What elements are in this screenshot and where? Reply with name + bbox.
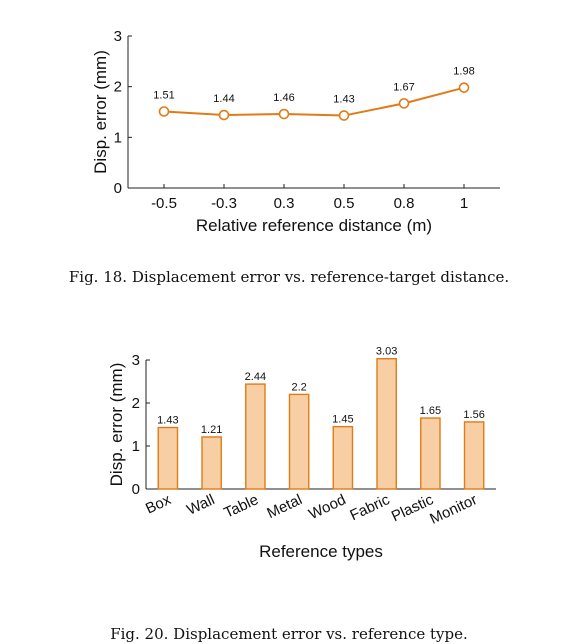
bar (376, 358, 397, 490)
data-label: 1.98 (453, 66, 474, 78)
data-label: 2.2 (291, 381, 306, 393)
y-tick-label: 3 (132, 352, 140, 369)
y-tick-label: 2 (114, 79, 122, 96)
line-chart: 0 1 2 3 -0.5 -0.3 0.3 0.5 0.8 1 1.51 1.44 1.46 1.43 1.… (91, 28, 500, 235)
x-tick-label: Monitor (427, 491, 480, 528)
x-tick-label: -0.3 (211, 195, 237, 212)
data-label: 1.44 (213, 93, 234, 105)
data-label: 2.44 (245, 371, 266, 383)
x-tick-label: Box (143, 491, 174, 518)
x-tick-label: 0.8 (394, 195, 415, 212)
data-point (458, 82, 470, 93)
data-label: 1.45 (332, 414, 353, 426)
x-tick-label: Wood (306, 491, 348, 523)
x-tick-label: Table (221, 491, 261, 522)
bar (157, 426, 179, 490)
data-point (398, 98, 410, 109)
data-point (158, 106, 170, 117)
y-tick-label: 0 (114, 180, 122, 197)
data-label: 1.51 (153, 89, 174, 101)
x-tick-label: -0.5 (151, 195, 177, 212)
bar (420, 417, 441, 490)
bar (201, 436, 222, 490)
data-label: 1.21 (201, 424, 222, 436)
x-tick-label: 1 (460, 195, 468, 212)
data-label: 1.65 (420, 405, 441, 417)
y-tick-label: 3 (114, 28, 122, 45)
y-axis-label: Disp. error (mm) (91, 50, 110, 174)
x-tick-label: Plastic (389, 491, 437, 525)
data-label: 1.46 (273, 92, 294, 104)
bar-chart: 0 1 2 3 1.43 Box 1.21 Wall 2.44 Table 2.2 Metal 1.45… (107, 346, 496, 561)
figure-caption: Fig. 20. Displacement error vs. referenc… (110, 625, 468, 643)
figure-caption: Fig. 18. Displacement error vs. referenc… (68, 268, 510, 286)
data-label: 1.56 (463, 409, 484, 421)
x-tick-label: Wall (184, 491, 217, 518)
y-tick-label: 1 (114, 129, 122, 146)
data-label: 1.43 (333, 94, 354, 106)
figure-20: 0 1 2 3 1.43 Box 1.21 Wall 2.44 Table 2.2 Metal 1.45… (0, 330, 578, 644)
figure-18: 0 1 2 3 -0.5 -0.3 0.3 0.5 0.8 1 1.51 1.44 1.46 1.43 1.… (0, 0, 578, 300)
bar (332, 425, 354, 490)
x-axis-label: Reference types (259, 542, 383, 561)
bar (288, 393, 310, 490)
data-label: 1.43 (157, 415, 178, 427)
data-label: 3.03 (376, 346, 397, 358)
bar (463, 421, 485, 490)
x-tick-label: Fabric (347, 491, 392, 524)
y-tick-label: 2 (132, 395, 140, 412)
y-axis-label: Disp. error (mm) (107, 363, 126, 487)
series-line (163, 86, 465, 117)
y-tick-label: 1 (132, 438, 140, 455)
x-tick-label: 0.3 (274, 195, 295, 212)
data-label: 1.67 (393, 81, 414, 93)
y-tick-label: 0 (132, 481, 140, 498)
x-tick-label: Metal (264, 491, 304, 522)
bar (245, 383, 266, 490)
data-point (278, 108, 290, 120)
data-point (338, 110, 350, 121)
data-point (218, 109, 230, 121)
x-axis-label: Relative reference distance (m) (196, 216, 432, 235)
x-tick-label: 0.5 (334, 195, 355, 212)
